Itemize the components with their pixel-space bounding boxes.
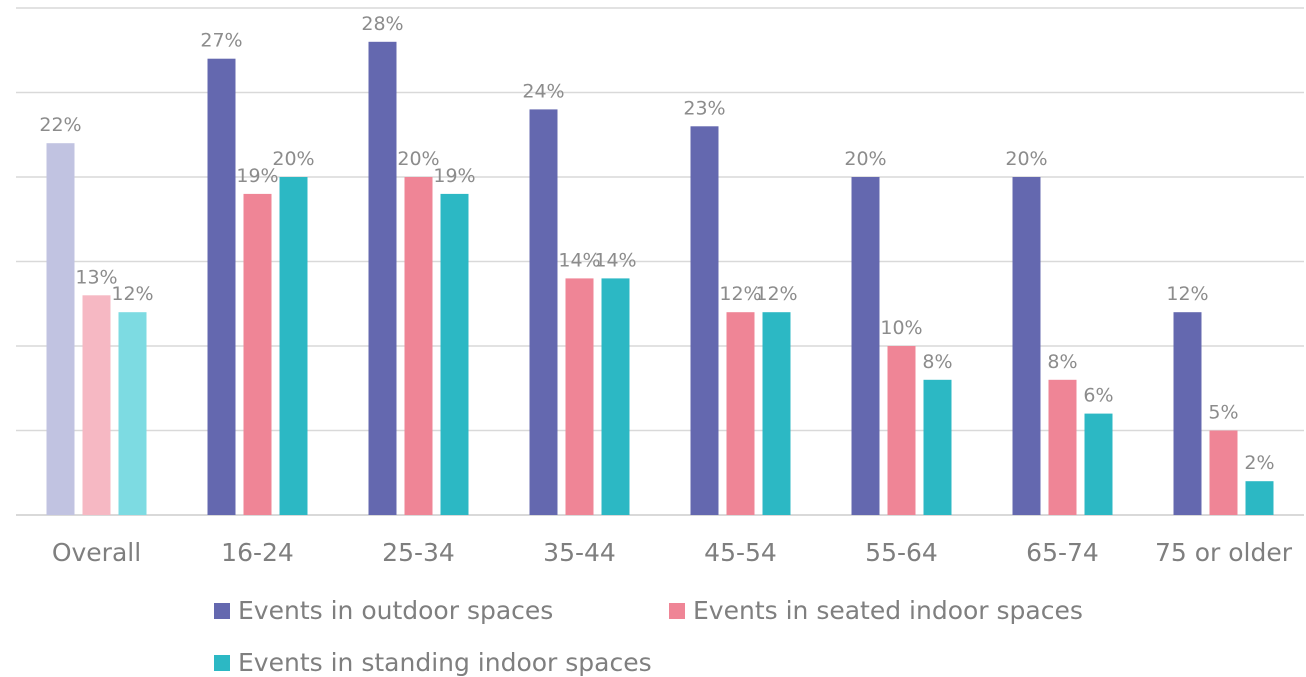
data-label: 2% xyxy=(1244,452,1274,474)
bar xyxy=(1209,430,1238,515)
legend-swatch-standing-indoor xyxy=(214,654,230,671)
bar xyxy=(601,278,630,515)
data-label: 24% xyxy=(522,80,564,102)
data-label: 14% xyxy=(594,249,636,271)
bar xyxy=(1048,379,1077,515)
legend-item-standing-indoor: Events in standing indoor spaces xyxy=(214,648,652,677)
data-label: 19% xyxy=(236,165,278,187)
data-label: 8% xyxy=(922,351,952,373)
x-tick-label: 45-54 xyxy=(704,538,777,567)
bar xyxy=(762,312,791,515)
data-label: 27% xyxy=(200,30,242,52)
bar xyxy=(46,143,75,515)
legend-label-seated-indoor: Events in seated indoor spaces xyxy=(693,596,1083,625)
data-label: 6% xyxy=(1083,385,1113,407)
data-label: 12% xyxy=(111,283,153,305)
data-label: 20% xyxy=(844,148,886,170)
data-label: 28% xyxy=(361,13,403,35)
data-label: 12% xyxy=(1166,283,1208,305)
bar xyxy=(118,312,147,515)
data-label: 20% xyxy=(397,148,439,170)
legend-swatch-seated-indoor xyxy=(669,602,685,619)
bar xyxy=(440,193,469,515)
x-tick-label: 75 or older xyxy=(1155,538,1293,567)
bar xyxy=(923,379,952,515)
data-label: 8% xyxy=(1047,351,1077,373)
bar xyxy=(404,177,433,515)
bar xyxy=(243,193,272,515)
data-label: 20% xyxy=(272,148,314,170)
bar xyxy=(279,177,308,515)
legend-item-seated-indoor: Events in seated indoor spaces xyxy=(669,596,1083,625)
bar xyxy=(1084,413,1113,515)
data-label: 19% xyxy=(433,165,475,187)
x-tick-label: 55-64 xyxy=(865,538,938,567)
data-label: 22% xyxy=(39,114,81,136)
data-label: 12% xyxy=(755,283,797,305)
legend-item-outdoor: Events in outdoor spaces xyxy=(214,596,553,625)
bar xyxy=(887,346,916,515)
bar xyxy=(529,109,558,516)
bar-chart: 22%13%12%Overall27%19%20%16-2428%20%19%2… xyxy=(16,7,1304,567)
bar xyxy=(851,177,880,515)
x-tick-label: Overall xyxy=(52,538,141,567)
data-label: 14% xyxy=(558,249,600,271)
data-label: 23% xyxy=(683,97,725,119)
data-label: 20% xyxy=(1005,148,1047,170)
data-label: 10% xyxy=(880,317,922,339)
data-label: 12% xyxy=(719,283,761,305)
bar xyxy=(82,295,111,515)
legend-label-outdoor: Events in outdoor spaces xyxy=(238,596,554,625)
legend-swatch-outdoor xyxy=(214,602,230,619)
bar xyxy=(726,312,755,515)
legend-label-standing-indoor: Events in standing indoor spaces xyxy=(238,648,652,677)
bar xyxy=(1173,312,1202,515)
bar xyxy=(368,41,397,516)
x-tick-label: 35-44 xyxy=(543,538,616,567)
bar xyxy=(1245,481,1274,515)
x-tick-label: 16-24 xyxy=(221,538,294,567)
x-tick-label: 25-34 xyxy=(382,538,455,567)
bar xyxy=(1012,177,1041,515)
bar xyxy=(207,58,236,515)
data-label: 5% xyxy=(1208,402,1238,424)
bar xyxy=(565,278,594,515)
data-label: 13% xyxy=(75,266,117,288)
bar xyxy=(690,126,719,516)
x-tick-label: 65-74 xyxy=(1026,538,1099,567)
